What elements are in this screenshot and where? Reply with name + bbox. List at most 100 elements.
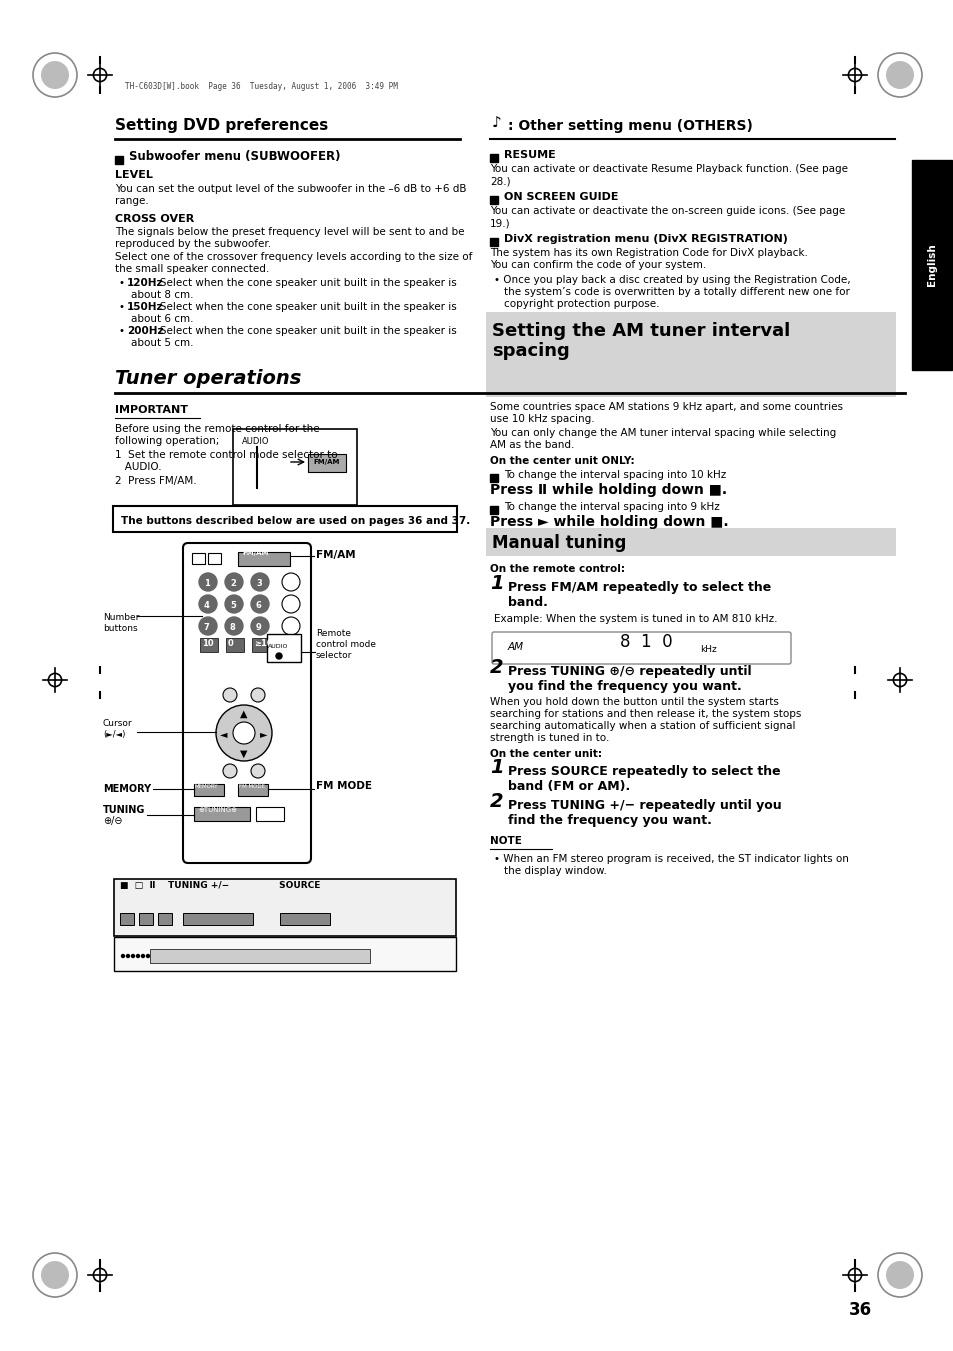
Circle shape: [223, 688, 236, 703]
Text: CROSS OVER: CROSS OVER: [115, 213, 194, 224]
Text: FM/AM: FM/AM: [242, 550, 268, 557]
Text: range.: range.: [115, 196, 149, 205]
Text: You can activate or deactivate the on-screen guide icons. (See page: You can activate or deactivate the on-sc…: [490, 205, 844, 216]
Text: FM MODE: FM MODE: [239, 784, 265, 789]
Text: Press Ⅱ while holding down ■.: Press Ⅱ while holding down ■.: [490, 484, 726, 497]
Text: : Select when the cone speaker unit built in the speaker is: : Select when the cone speaker unit buil…: [152, 303, 456, 312]
Text: 1: 1: [204, 580, 210, 588]
Circle shape: [127, 955, 130, 958]
FancyBboxPatch shape: [113, 880, 456, 936]
Text: control mode: control mode: [315, 640, 375, 648]
Text: selector: selector: [315, 651, 352, 661]
Bar: [139, 913, 152, 925]
Text: 2: 2: [490, 792, 503, 811]
Text: AUDIO: AUDIO: [242, 436, 269, 446]
Circle shape: [251, 688, 265, 703]
Text: about 5 cm.: about 5 cm.: [131, 338, 193, 349]
Bar: [280, 913, 330, 925]
Text: To change the interval spacing into 9 kHz: To change the interval spacing into 9 kH…: [503, 503, 719, 512]
Text: 9: 9: [255, 623, 261, 632]
Text: ◄: ◄: [220, 730, 227, 739]
Text: 2: 2: [230, 580, 235, 588]
Bar: [183, 913, 253, 925]
Text: 5: 5: [230, 601, 235, 611]
Text: You can set the output level of the subwoofer in the –6 dB to +6 dB: You can set the output level of the subw…: [115, 184, 466, 195]
Text: 4: 4: [204, 601, 210, 611]
Text: Press FM/AM repeatedly to select the: Press FM/AM repeatedly to select the: [507, 581, 770, 594]
Text: ♪: ♪: [492, 116, 501, 131]
Circle shape: [233, 721, 254, 744]
Text: Example: When the system is tuned in to AM 810 kHz.: Example: When the system is tuned in to …: [494, 613, 777, 624]
Text: kHz: kHz: [700, 644, 716, 654]
Text: English: English: [926, 243, 936, 286]
Text: the display window.: the display window.: [503, 866, 606, 875]
Circle shape: [225, 573, 243, 590]
Text: Cursor: Cursor: [103, 719, 132, 728]
Bar: [490, 507, 497, 513]
Text: 8  1  0: 8 1 0: [619, 634, 672, 651]
Text: 150Hz: 150Hz: [127, 303, 164, 312]
Text: 7: 7: [204, 623, 210, 632]
Circle shape: [225, 594, 243, 613]
Text: ►: ►: [260, 730, 267, 739]
Text: you find the frequency you want.: you find the frequency you want.: [507, 680, 741, 693]
Text: On the center unit:: On the center unit:: [490, 748, 601, 759]
Bar: [208, 553, 221, 563]
Circle shape: [215, 705, 272, 761]
Text: You can confirm the code of your system.: You can confirm the code of your system.: [490, 259, 705, 270]
Text: • When an FM stereo program is received, the ST indicator lights on: • When an FM stereo program is received,…: [494, 854, 848, 865]
Text: RESUME: RESUME: [503, 150, 556, 159]
Text: DivX registration menu (DivX REGISTRATION): DivX registration menu (DivX REGISTRATIO…: [503, 234, 787, 245]
Text: ON SCREEN GUIDE: ON SCREEN GUIDE: [503, 192, 618, 203]
Circle shape: [41, 61, 69, 89]
Text: Some countries space AM stations 9 kHz apart, and some countries: Some countries space AM stations 9 kHz a…: [490, 403, 842, 412]
Text: •: •: [119, 278, 128, 288]
Text: band (FM or AM).: band (FM or AM).: [507, 780, 630, 793]
Text: 36: 36: [847, 1301, 871, 1319]
Text: 10: 10: [202, 639, 213, 648]
Text: 3: 3: [255, 580, 261, 588]
Text: buttons: buttons: [103, 624, 137, 634]
Text: following operation;: following operation;: [115, 436, 219, 446]
Text: FM MODE: FM MODE: [315, 781, 372, 790]
Text: : Other setting menu (OTHERS): : Other setting menu (OTHERS): [507, 119, 752, 132]
Bar: [490, 238, 497, 246]
FancyBboxPatch shape: [492, 632, 790, 663]
Text: FM/AM: FM/AM: [315, 550, 355, 561]
Text: MEMORY: MEMORY: [103, 784, 151, 794]
Text: Before using the remote control for the: Before using the remote control for the: [115, 424, 319, 434]
Text: use 10 kHz spacing.: use 10 kHz spacing.: [490, 413, 594, 424]
Text: about 6 cm.: about 6 cm.: [131, 313, 193, 324]
Text: NOTE: NOTE: [490, 836, 521, 846]
Bar: [193, 784, 224, 796]
Text: • Once you play back a disc created by using the Registration Code,: • Once you play back a disc created by u…: [494, 276, 850, 285]
Text: ■  □  Ⅱ    TUNING +/−                SOURCE: ■ □ Ⅱ TUNING +/− SOURCE: [120, 881, 320, 890]
Text: reproduced by the subwoofer.: reproduced by the subwoofer.: [115, 239, 271, 249]
FancyBboxPatch shape: [112, 507, 456, 532]
Text: 2  Press FM/AM.: 2 Press FM/AM.: [115, 476, 196, 486]
Text: To change the interval spacing into 10 kHz: To change the interval spacing into 10 k…: [503, 470, 725, 480]
Text: searching automatically when a station of sufficient signal: searching automatically when a station o…: [490, 721, 795, 731]
Text: the small speaker connected.: the small speaker connected.: [115, 263, 269, 274]
Circle shape: [885, 1260, 913, 1289]
Text: •: •: [119, 303, 128, 312]
Text: FM/AM: FM/AM: [313, 459, 339, 465]
Bar: [267, 634, 301, 662]
Text: 1: 1: [490, 758, 503, 777]
Bar: [237, 784, 268, 796]
Bar: [150, 948, 370, 963]
Text: searching for stations and then release it, the system stops: searching for stations and then release …: [490, 709, 801, 719]
Circle shape: [199, 594, 216, 613]
Bar: [252, 638, 274, 653]
Text: 6: 6: [255, 601, 262, 611]
Text: : Select when the cone speaker unit built in the speaker is: : Select when the cone speaker unit buil…: [152, 326, 456, 336]
Text: 200Hz: 200Hz: [127, 326, 164, 336]
Circle shape: [251, 594, 269, 613]
Text: TUNING: TUNING: [103, 805, 145, 815]
Text: Press ► while holding down ■.: Press ► while holding down ■.: [490, 515, 728, 530]
Text: LEVEL: LEVEL: [115, 170, 152, 180]
Circle shape: [199, 617, 216, 635]
Text: When you hold down the button until the system starts: When you hold down the button until the …: [490, 697, 778, 707]
Text: 28.): 28.): [490, 176, 510, 186]
Text: copyright protection purpose.: copyright protection purpose.: [503, 299, 659, 309]
